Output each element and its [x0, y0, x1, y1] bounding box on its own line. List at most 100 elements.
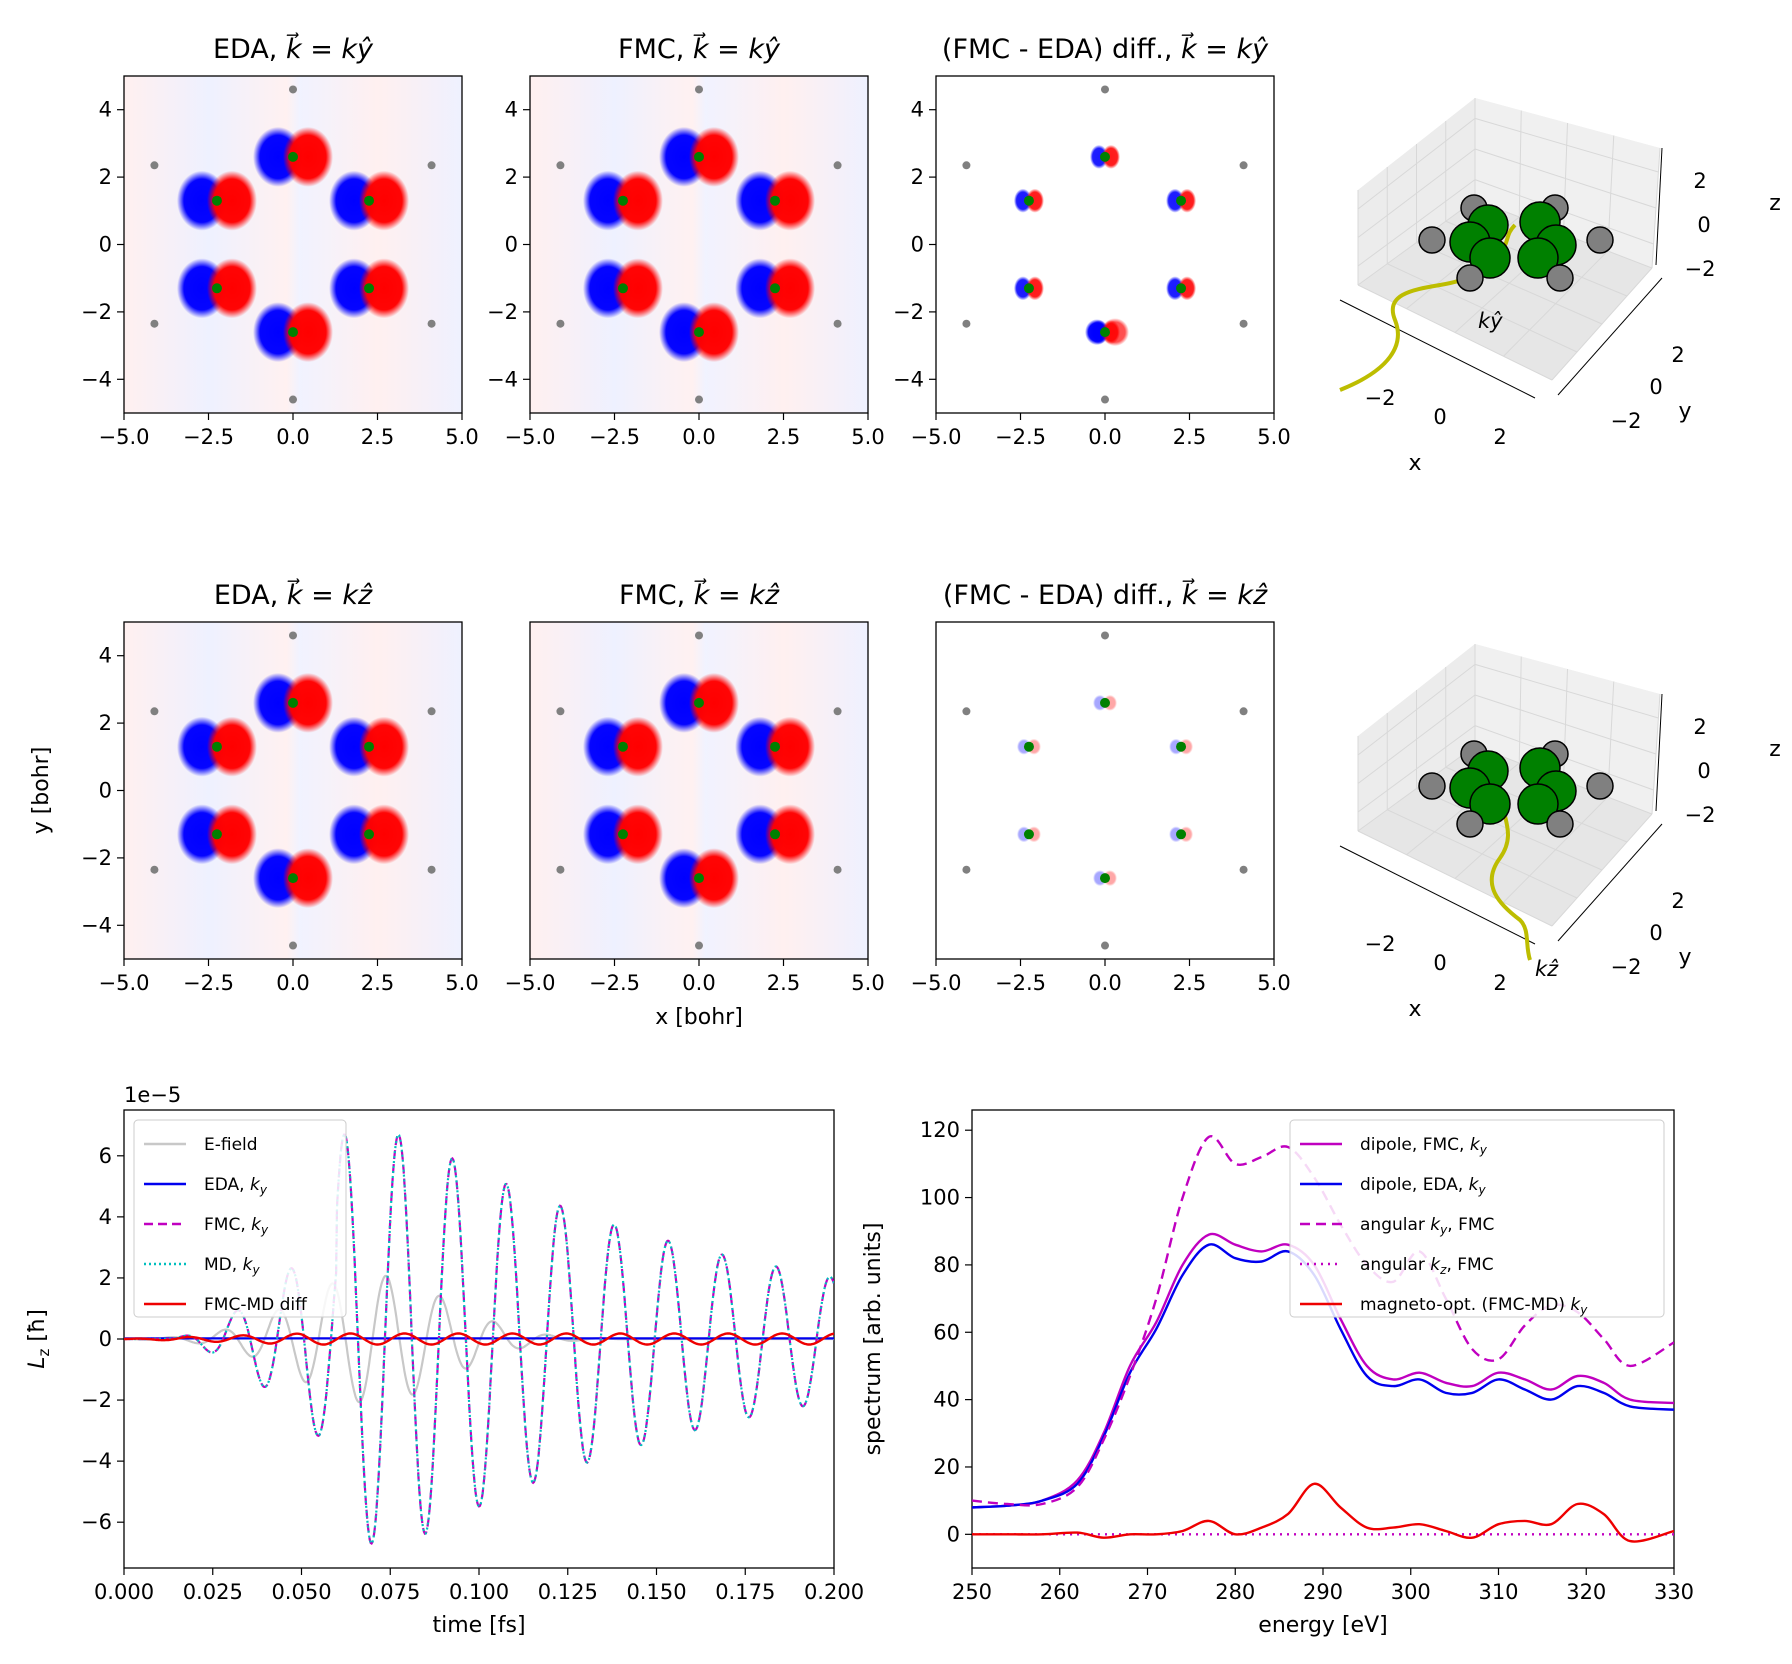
y-label-sub: z: [35, 1349, 53, 1357]
positive-lobe: [206, 170, 257, 231]
hydrogen-atom: [289, 631, 297, 640]
legend-k: k: [1430, 1255, 1441, 1275]
positive-lobe: [689, 302, 739, 363]
y-tick-label: −4: [893, 367, 924, 391]
hydrogen-atom: [833, 319, 842, 328]
y-tick-label: 120: [920, 1118, 960, 1142]
lz-time-plot: 0.000 0.025 0.050 0.075 0.100 0.125 0.150 0.175…: [25, 1083, 864, 1638]
legend-label: dipole, FMC, ky: [1360, 1135, 1488, 1157]
hydrogen-atom: [695, 631, 703, 640]
hydrogen-atom: [556, 161, 565, 170]
carbon-atom: [1100, 873, 1110, 884]
x-tick-label: −2.5: [589, 971, 640, 995]
title-text: EDA,: [213, 34, 286, 65]
legend-text: FMC,: [204, 1215, 251, 1235]
x-tick-label: −2.5: [183, 971, 234, 995]
x-tick-label: 2.5: [1173, 971, 1206, 995]
title-k-hat: kŷ: [748, 34, 781, 65]
x-tick-label: 0.0: [682, 971, 715, 995]
carbon-atom: [1176, 195, 1187, 206]
legend-text: EDA,: [204, 1175, 250, 1195]
x-tick-label: 270: [1127, 1580, 1167, 1604]
carbon-atom: [617, 741, 628, 752]
carbon-atom: [211, 741, 222, 752]
carbon-atom: [694, 697, 704, 708]
hydrogen-atom: [1456, 264, 1484, 292]
x-tick-label: 5.0: [1257, 971, 1290, 995]
heatmap-panel-3: −5.0 −2.5 0.0 2.5 5.0 4 2 0 −2 −4 (FMC - EDA) diff…: [893, 32, 1291, 449]
hydrogen-atom: [1418, 772, 1446, 800]
x-tick-label: 0.050: [271, 1580, 331, 1604]
z-tick-label: 0: [1697, 213, 1710, 237]
panel-title: FMC, k⃗ = kŷ: [618, 32, 781, 65]
hydrogen-atom: [962, 161, 971, 170]
legend-text: dipole, FMC,: [1360, 1135, 1470, 1155]
series-line-md: [124, 1132, 834, 1546]
x-tick-label: −5.0: [505, 425, 556, 449]
y-tick-label: 40: [933, 1388, 960, 1412]
x-tick-label: 5.0: [445, 425, 478, 449]
title-text: FMC,: [619, 580, 694, 611]
carbon-atom: [1469, 783, 1511, 825]
heatmap-panel-6: −5.0 −2.5 0.0 2.5 5.0 (FMC - EDA) diff., k⃗ =…: [911, 578, 1291, 995]
hydrogen-atom: [962, 319, 971, 328]
hydrogen-atom: [1239, 707, 1248, 716]
grid-line: [1503, 796, 1609, 903]
carbon-atom: [770, 195, 781, 206]
grid-line: [1357, 148, 1476, 238]
hydrogen-atom: [150, 161, 159, 170]
carbon-atom: [211, 195, 222, 206]
positive-lobe: [1025, 276, 1044, 301]
k-label: kŷ: [1478, 309, 1503, 333]
z-axis-label: z: [1769, 737, 1781, 762]
positive-lobe: [612, 804, 663, 865]
hydrogen-atom: [289, 85, 297, 94]
heatmap-panel-4: −5.0 −2.5 0.0 2.5 5.0 4 2 0 −2 −4 EDA, k⃗ = kẑ y [b…: [29, 578, 479, 995]
title-k-hat: kẑ: [749, 580, 780, 611]
title-k-hat: kŷ: [341, 34, 374, 65]
carbon-atom: [211, 283, 222, 294]
hydrogen-atom: [1586, 772, 1614, 800]
heatmap-panel-2: −5.0 −2.5 0.0 2.5 5.0 4 2 0 −2 −4 FMC, k⃗ = kŷ: [487, 32, 885, 449]
background-wash: [530, 622, 868, 959]
positive-lobe: [612, 170, 663, 231]
carbon-atom: [288, 697, 298, 708]
x-tick-label: 0.0: [1088, 425, 1121, 449]
positive-lobe: [1178, 276, 1197, 301]
hydrogen-atom: [833, 865, 842, 874]
positive-lobe: [283, 848, 333, 909]
panel-title: (FMC - EDA) diff., k⃗ = kŷ: [942, 32, 1269, 65]
positive-lobe: [765, 258, 816, 319]
legend-k: k: [250, 1175, 261, 1195]
carbon-atom: [1517, 783, 1559, 825]
hydrogen-atom: [150, 707, 159, 716]
carbon-atom: [1100, 151, 1110, 162]
y-tick-label: 2: [505, 165, 518, 189]
heatmap-panel-5: −5.0 −2.5 0.0 2.5 5.0 FMC, k⃗ = kẑ x [bohr]: [505, 578, 885, 1030]
x-axis-line: [1339, 845, 1536, 945]
legend-sub: y: [260, 1223, 269, 1237]
legend-text: dipole, EDA,: [1360, 1175, 1469, 1195]
carbon-atom: [364, 741, 375, 752]
positive-lobe: [1025, 188, 1044, 213]
x-axis-label: energy [eV]: [1258, 1613, 1387, 1638]
y-tick-label: −2: [81, 846, 112, 870]
carbon-atom: [211, 829, 222, 840]
y-axis-label: spectrum [arb. units]: [861, 1223, 886, 1456]
hydrogen-atom: [1546, 264, 1574, 292]
grid-line: [1474, 148, 1657, 209]
carbon-atom: [1176, 829, 1187, 840]
grid-line: [1503, 250, 1609, 357]
y-tick-label: 0: [1649, 375, 1662, 399]
hydrogen-atom: [1101, 631, 1109, 640]
y-tick-label: −2: [1611, 955, 1642, 979]
title-k-vector: k⃗: [286, 32, 303, 65]
y-axis-label: y [bohr]: [29, 747, 54, 835]
legend-label: dipole, EDA, ky: [1360, 1175, 1487, 1197]
x-tick-label: 300: [1391, 1580, 1431, 1604]
title-eq: =: [302, 34, 342, 65]
positive-lobe: [206, 716, 257, 777]
carbon-atom: [1100, 697, 1110, 708]
carbon-atom: [1176, 283, 1187, 294]
